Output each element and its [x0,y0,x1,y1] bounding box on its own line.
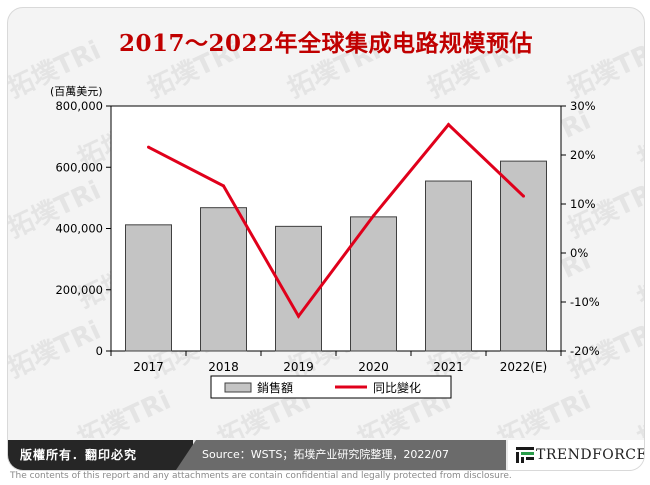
line-point [147,145,150,149]
x-tick-label: 2019 [283,360,314,374]
x-tick-label: 2022(E) [500,360,547,374]
x-tick-label: 2018 [208,360,239,374]
y-left-tick-label: 400,000 [55,222,103,236]
line-point [372,214,375,218]
line-point [447,123,450,127]
x-tick-label: 2021 [433,360,464,374]
y-right-tick-label: -20% [570,344,600,358]
y-right-tick-label: 10% [570,197,596,211]
y-left-tick-label: 800,000 [55,99,103,113]
y-right-tick-label: 0% [570,246,588,260]
y-axis-unit-label: (百萬美元) [50,85,103,98]
line-series-yoy [147,122,525,319]
disclaimer: The contents of this report and any atta… [10,471,512,481]
slide: 拓墣TRi 拓墣TRi 拓墣TRi 拓墣TRi 拓墣TRi 拓墣TRi 拓墣TRi 拓墣TRi… [7,7,645,471]
y-left-tick-label: 0 [96,344,103,358]
page-title: 2017～2022年全球集成电路规模预估 [118,30,534,57]
footer: 版權所有．翻印必究 Source：WSTS；拓墣产业研究院整理，2022/07 … [8,440,644,470]
line-point [297,314,300,318]
legend-label-yoy: 同比變化 [373,380,421,395]
y-left-tick-label: 200,000 [55,283,103,297]
bar [350,216,397,352]
brand: TRENDFORCE [508,440,644,470]
bar [500,160,547,352]
line-point [522,194,525,198]
y-right-tick-label: 20% [570,148,596,162]
chart: (百萬美元) 0 200,000 400,000 600,000 800,000 -20% -… [50,85,600,399]
legend-box [210,375,452,399]
bar [125,224,172,352]
legend-label-sales: 銷售額 [257,380,293,395]
x-tick-label: 2020 [358,360,389,374]
source-note: Source：WSTS；拓墣产业研究院整理，2022/07 [176,440,506,470]
trendforce-logo-icon [516,447,534,463]
copyright-notice: 版權所有．翻印必究 [8,440,193,470]
x-tick-label: 2017 [133,360,164,374]
plot-area [110,105,562,352]
bar [425,180,472,352]
y-right-tick-label: -10% [570,295,600,309]
y-left-tick-label: 600,000 [55,160,103,174]
legend-swatch-bar [224,382,252,393]
line-point [222,184,225,188]
brand-name: TRENDFORCE [536,447,645,463]
y-right-tick-label: 30% [570,99,596,113]
bar [200,207,247,352]
